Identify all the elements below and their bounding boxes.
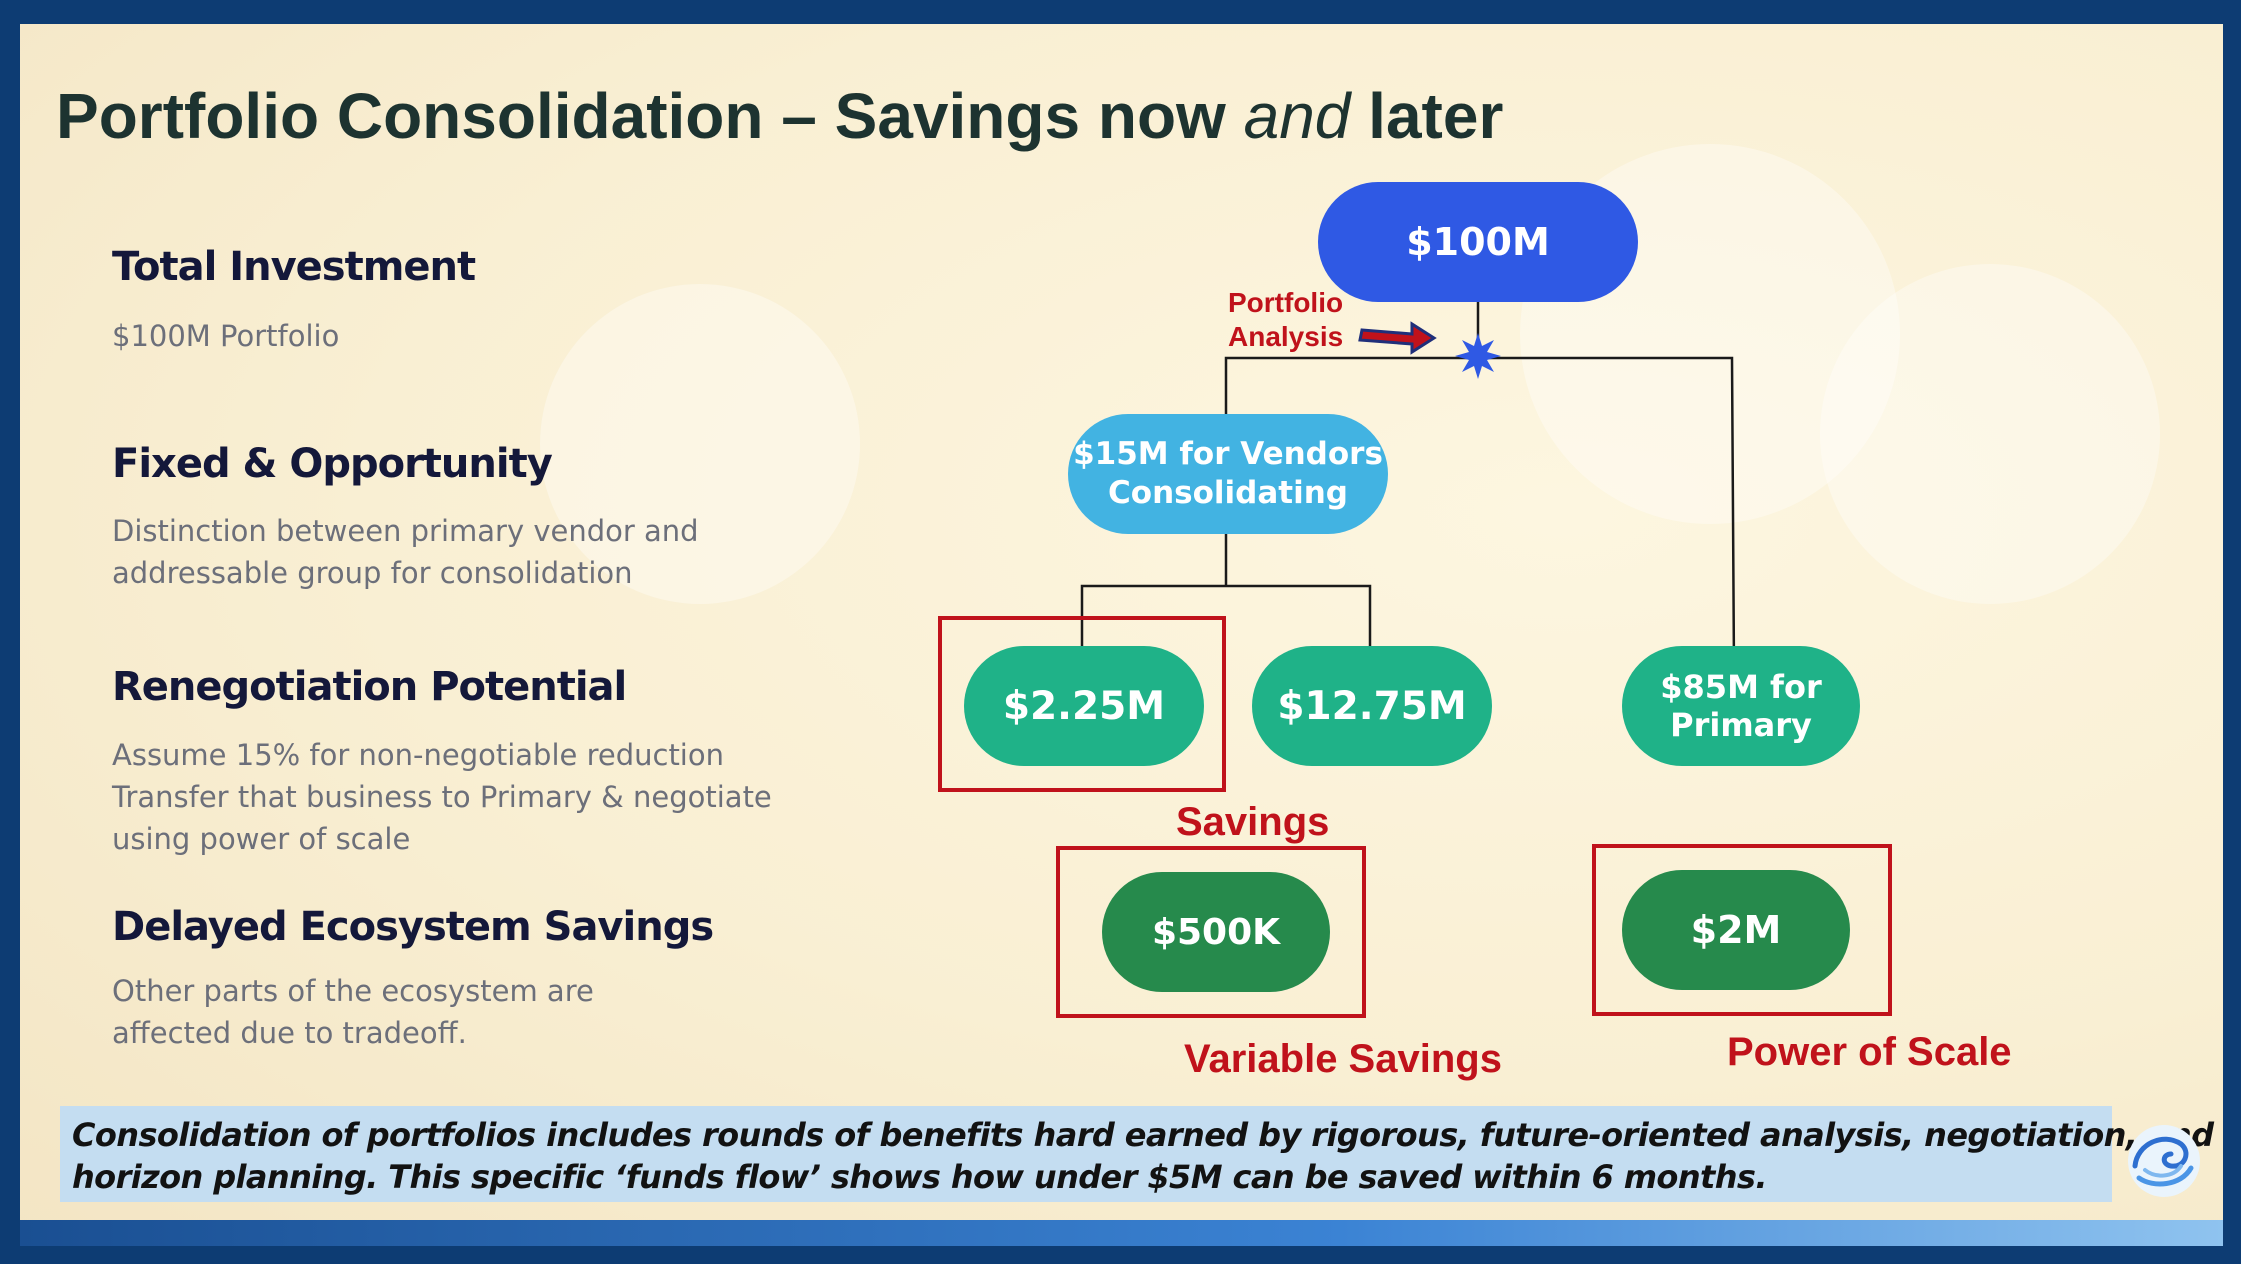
section-line: Transfer that business to Primary & nego… xyxy=(112,780,772,814)
section-text-fixed-opportunity: Distinction between primary vendor and a… xyxy=(112,510,699,594)
node-primary: $85M for Primary xyxy=(1622,646,1860,766)
node-savings-b: $12.75M xyxy=(1252,646,1492,766)
title-emphasis: and xyxy=(1243,80,1351,152)
portfolio-analysis-label: Portfolio Analysis xyxy=(1228,287,1344,352)
bottom-accent-bar xyxy=(20,1220,2223,1246)
section-line: Other parts of the ecosystem are xyxy=(112,974,594,1008)
title-tail: later xyxy=(1350,80,1504,152)
section-line: affected due to tradeoff. xyxy=(112,1016,467,1050)
section-line: addressable group for consolidation xyxy=(112,556,633,590)
section-text-renegotiation: Assume 15% for non-negotiable reduction … xyxy=(112,734,772,860)
arrow-icon xyxy=(1358,321,1437,355)
highlight-box-scale xyxy=(1592,844,1892,1016)
starburst-icon xyxy=(1455,333,1501,379)
section-line: using power of scale xyxy=(112,822,411,856)
section-text-delayed-ecosystem: Other parts of the ecosystem are affecte… xyxy=(112,970,594,1054)
label-variable-savings: Variable Savings xyxy=(1184,1037,1502,1081)
node-scale: $2M xyxy=(1622,870,1850,990)
node-savings-a: $2.25M xyxy=(964,646,1204,766)
background-shape xyxy=(540,284,860,604)
node-variable: $500K xyxy=(1102,872,1330,992)
banner-line-1: Consolidation of portfolios includes rou… xyxy=(72,1116,2223,1154)
slide: Portfolio Consolidation – Savings now an… xyxy=(20,24,2223,1246)
banner-line-2: horizon planning. This specific ‘funds f… xyxy=(72,1158,1767,1196)
section-text-total-investment: $100M Portfolio xyxy=(112,315,339,357)
section-heading-fixed-opportunity: Fixed & Opportunity xyxy=(112,441,553,487)
background-shape xyxy=(1820,264,2160,604)
diagram-connectors xyxy=(1080,302,1736,671)
page-title: Portfolio Consolidation – Savings now an… xyxy=(56,79,1503,153)
section-line: Distinction between primary vendor and xyxy=(112,514,699,548)
section-heading-delayed-ecosystem: Delayed Ecosystem Savings xyxy=(112,904,714,950)
node-vendors: $15M for Vendors Consolidating xyxy=(1068,414,1388,534)
section-line: $100M Portfolio xyxy=(112,319,340,353)
title-main: Portfolio Consolidation – Savings now xyxy=(56,80,1244,152)
highlight-box-savings xyxy=(938,616,1226,792)
section-heading-total-investment: Total Investment xyxy=(112,244,476,290)
label-power-of-scale: Power of Scale xyxy=(1727,1030,2012,1074)
node-root: $100M xyxy=(1318,182,1638,302)
highlight-box-variable xyxy=(1056,846,1366,1018)
summary-banner: Consolidation of portfolios includes rou… xyxy=(60,1106,2223,1202)
wave-swirl-icon xyxy=(2128,1125,2200,1197)
section-line: Assume 15% for non-negotiable reduction xyxy=(112,738,724,772)
label-savings: Savings xyxy=(1176,800,1330,844)
section-heading-renegotiation: Renegotiation Potential xyxy=(112,664,627,710)
